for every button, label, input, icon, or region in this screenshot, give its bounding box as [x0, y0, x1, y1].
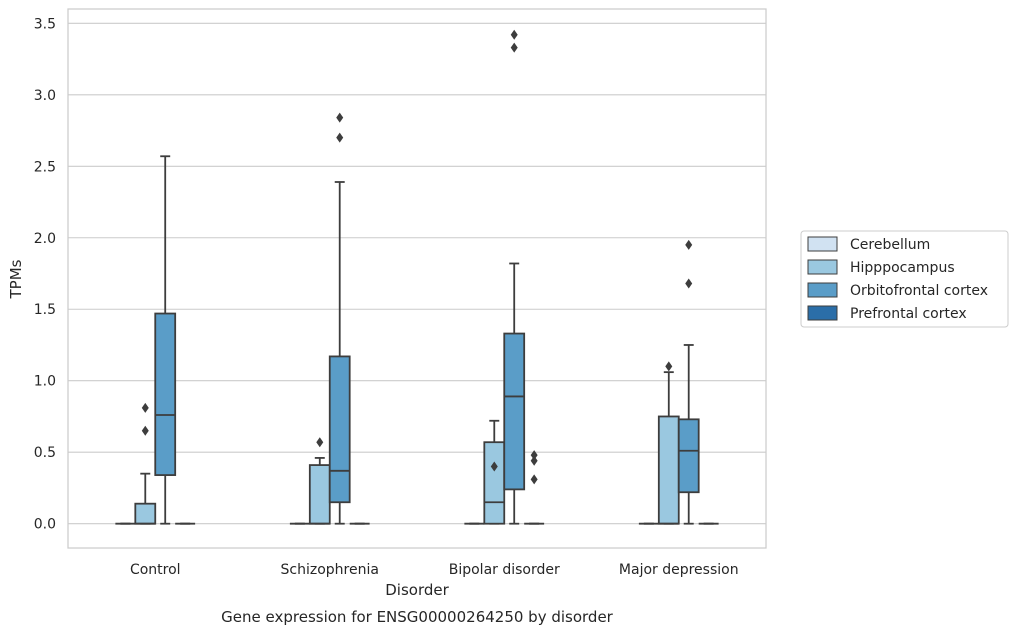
- x-tick-label: Schizophrenia: [281, 562, 379, 578]
- outlier-point: [336, 132, 344, 143]
- outlier-point: [510, 29, 518, 40]
- outlier-point: [141, 425, 149, 436]
- box-iqr: [503, 332, 526, 491]
- outlier-point: [316, 437, 324, 448]
- y-tick-label: 2.0: [34, 231, 56, 247]
- box-iqr: [308, 464, 331, 525]
- box-iqr: [134, 502, 157, 525]
- y-tick-label: 2.5: [34, 159, 56, 175]
- outlier-point: [685, 239, 693, 250]
- y-tick-label: 0.0: [34, 517, 56, 533]
- y-axis-ticks: 0.0 0.5 1.0 1.5 2.0 2.5 3.0 3.5: [34, 16, 56, 532]
- y-tick-label: 0.5: [34, 445, 56, 461]
- legend-frame: [800, 230, 1009, 328]
- y-tick-label: 3.0: [34, 88, 56, 104]
- legend-swatch: [807, 305, 838, 321]
- outlier-point: [336, 112, 344, 123]
- box-hipppocampus: [657, 361, 680, 525]
- box-orbitofrontal-cortex: [677, 239, 700, 525]
- outlier-point: [530, 455, 538, 466]
- box-hipppocampus: [134, 402, 157, 525]
- legend: Cerebellum Hipppocampus Orbitofrontal cort…: [800, 230, 1009, 328]
- gridlines: [68, 22, 766, 525]
- outlier-point: [490, 461, 498, 472]
- box-groups: [115, 29, 719, 525]
- outlier-point: [530, 474, 538, 485]
- box-hipppocampus: [483, 419, 506, 525]
- legend-label: Prefrontal cortex: [850, 306, 967, 322]
- chart-caption: Gene expression for ENSG00000264250 by d…: [221, 608, 614, 626]
- box-iqr: [677, 418, 700, 494]
- x-axis-ticks: Control Schizophrenia Bipolar disorder Majo…: [130, 562, 739, 578]
- box-prefrontal-cortex: [524, 450, 545, 525]
- legend-label: Hipppocampus: [850, 260, 955, 276]
- y-axis-label: TPMs: [7, 259, 25, 299]
- y-tick-label: 3.5: [34, 16, 56, 32]
- x-tick-label: Bipolar disorder: [449, 562, 560, 578]
- box-orbitofrontal-cortex: [154, 155, 177, 525]
- x-axis-label: Disorder: [385, 581, 449, 599]
- outlier-point: [530, 450, 538, 461]
- x-tick-label: Control: [130, 562, 181, 578]
- box-iqr: [328, 355, 351, 504]
- y-tick-label: 1.5: [34, 302, 56, 318]
- outlier-point: [685, 278, 693, 289]
- plot-area-frame: [67, 8, 767, 549]
- box-hipppocampus: [308, 437, 331, 525]
- legend-label: Orbitofrontal cortex: [850, 283, 988, 299]
- box-iqr: [483, 441, 506, 525]
- outlier-point: [141, 402, 149, 413]
- outlier-point: [510, 42, 518, 53]
- y-tick-label: 1.0: [34, 374, 56, 390]
- box-iqr: [657, 415, 680, 525]
- outlier-point: [665, 361, 673, 372]
- box-orbitofrontal-cortex: [328, 112, 351, 525]
- box-iqr: [154, 312, 177, 476]
- legend-swatch: [807, 236, 838, 252]
- x-tick-label: Major depression: [619, 562, 739, 578]
- legend-swatch: [807, 282, 838, 298]
- legend-swatch: [807, 259, 838, 275]
- legend-label: Cerebellum: [850, 237, 930, 253]
- box-orbitofrontal-cortex: [503, 29, 526, 525]
